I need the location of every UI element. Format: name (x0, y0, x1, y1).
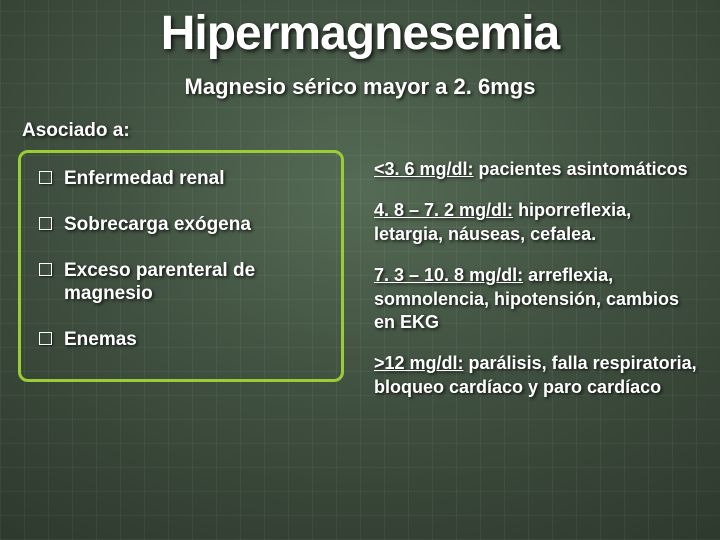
level-range: >12 mg/dl: (374, 353, 464, 373)
level-entry: 4. 8 – 7. 2 mg/dl: hiporreflexia, letarg… (374, 199, 698, 246)
level-range: <3. 6 mg/dl: (374, 159, 474, 179)
list-item: Exceso parenteral de magnesio (39, 259, 323, 307)
associated-list: Enfermedad renal Sobrecarga exógena Exce… (39, 167, 323, 352)
level-range: 4. 8 – 7. 2 mg/dl: (374, 200, 513, 220)
checkbox-icon (39, 217, 52, 230)
checkbox-icon (39, 171, 52, 184)
subtitle: Magnesio sérico mayor a 2. 6mgs (0, 74, 720, 100)
level-entry: <3. 6 mg/dl: pacientes asintomáticos (374, 158, 698, 181)
level-range: 7. 3 – 10. 8 mg/dl: (374, 265, 523, 285)
list-item: Enfermedad renal (39, 167, 323, 191)
level-entry: 7. 3 – 10. 8 mg/dl: arreflexia, somnolen… (374, 264, 698, 334)
levels-column: <3. 6 mg/dl: pacientes asintomáticos 4. … (374, 158, 698, 417)
list-item-label: Enfermedad renal (64, 167, 225, 191)
list-item-label: Exceso parenteral de magnesio (64, 259, 323, 307)
list-item: Sobrecarga exógena (39, 213, 323, 237)
checkbox-icon (39, 263, 52, 276)
page-title: Hipermagnesemia (0, 6, 720, 61)
list-item-label: Sobrecarga exógena (64, 213, 251, 237)
level-desc: pacientes asintomáticos (474, 159, 688, 179)
list-item: Enemas (39, 328, 323, 352)
list-item-label: Enemas (64, 328, 137, 352)
checkbox-icon (39, 332, 52, 345)
associated-panel: Enfermedad renal Sobrecarga exógena Exce… (18, 150, 344, 382)
associated-label: Asociado a: (22, 120, 130, 142)
level-entry: >12 mg/dl: parálisis, falla respiratoria… (374, 352, 698, 399)
